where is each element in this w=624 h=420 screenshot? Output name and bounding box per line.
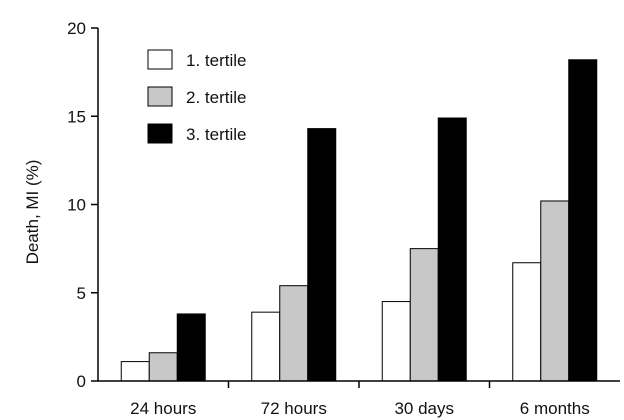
bar: [307, 128, 337, 382]
x-tick-label: 24 hours: [130, 399, 196, 418]
legend-label: 1. tertile: [186, 51, 246, 70]
bar: [512, 262, 542, 382]
y-tick-label: 0: [77, 372, 86, 391]
legend-swatch: [147, 86, 173, 107]
legend-swatch: [147, 49, 173, 70]
bar: [540, 200, 570, 382]
bar: [120, 361, 150, 382]
bar: [409, 248, 439, 382]
bar: [568, 59, 598, 382]
bar: [251, 311, 281, 382]
legend-label: 3. tertile: [186, 125, 246, 144]
y-axis-label: Death, MI (%): [23, 160, 42, 265]
bar: [437, 117, 467, 382]
legend: 1. tertile 2. tertile 3. tertile: [147, 49, 246, 144]
bar: [381, 301, 411, 382]
legend-swatch: [147, 123, 173, 144]
y-tick-label: 5: [77, 284, 86, 303]
bar: [279, 285, 309, 382]
bar: [148, 352, 178, 382]
y-tick-label: 20: [67, 19, 86, 38]
x-axis-ticks: 24 hours 72 hours 30 days 6 months: [130, 381, 590, 418]
legend-label: 2. tertile: [186, 88, 246, 107]
x-tick-label: 30 days: [394, 399, 454, 418]
plot-area: [120, 59, 598, 382]
bar: [176, 313, 206, 382]
y-tick-label: 15: [67, 107, 86, 126]
x-tick-label: 6 months: [520, 399, 590, 418]
y-axis-ticks: 0 5 10 15 20: [67, 19, 98, 391]
x-tick-label: 72 hours: [261, 399, 327, 418]
y-tick-label: 10: [67, 196, 86, 215]
